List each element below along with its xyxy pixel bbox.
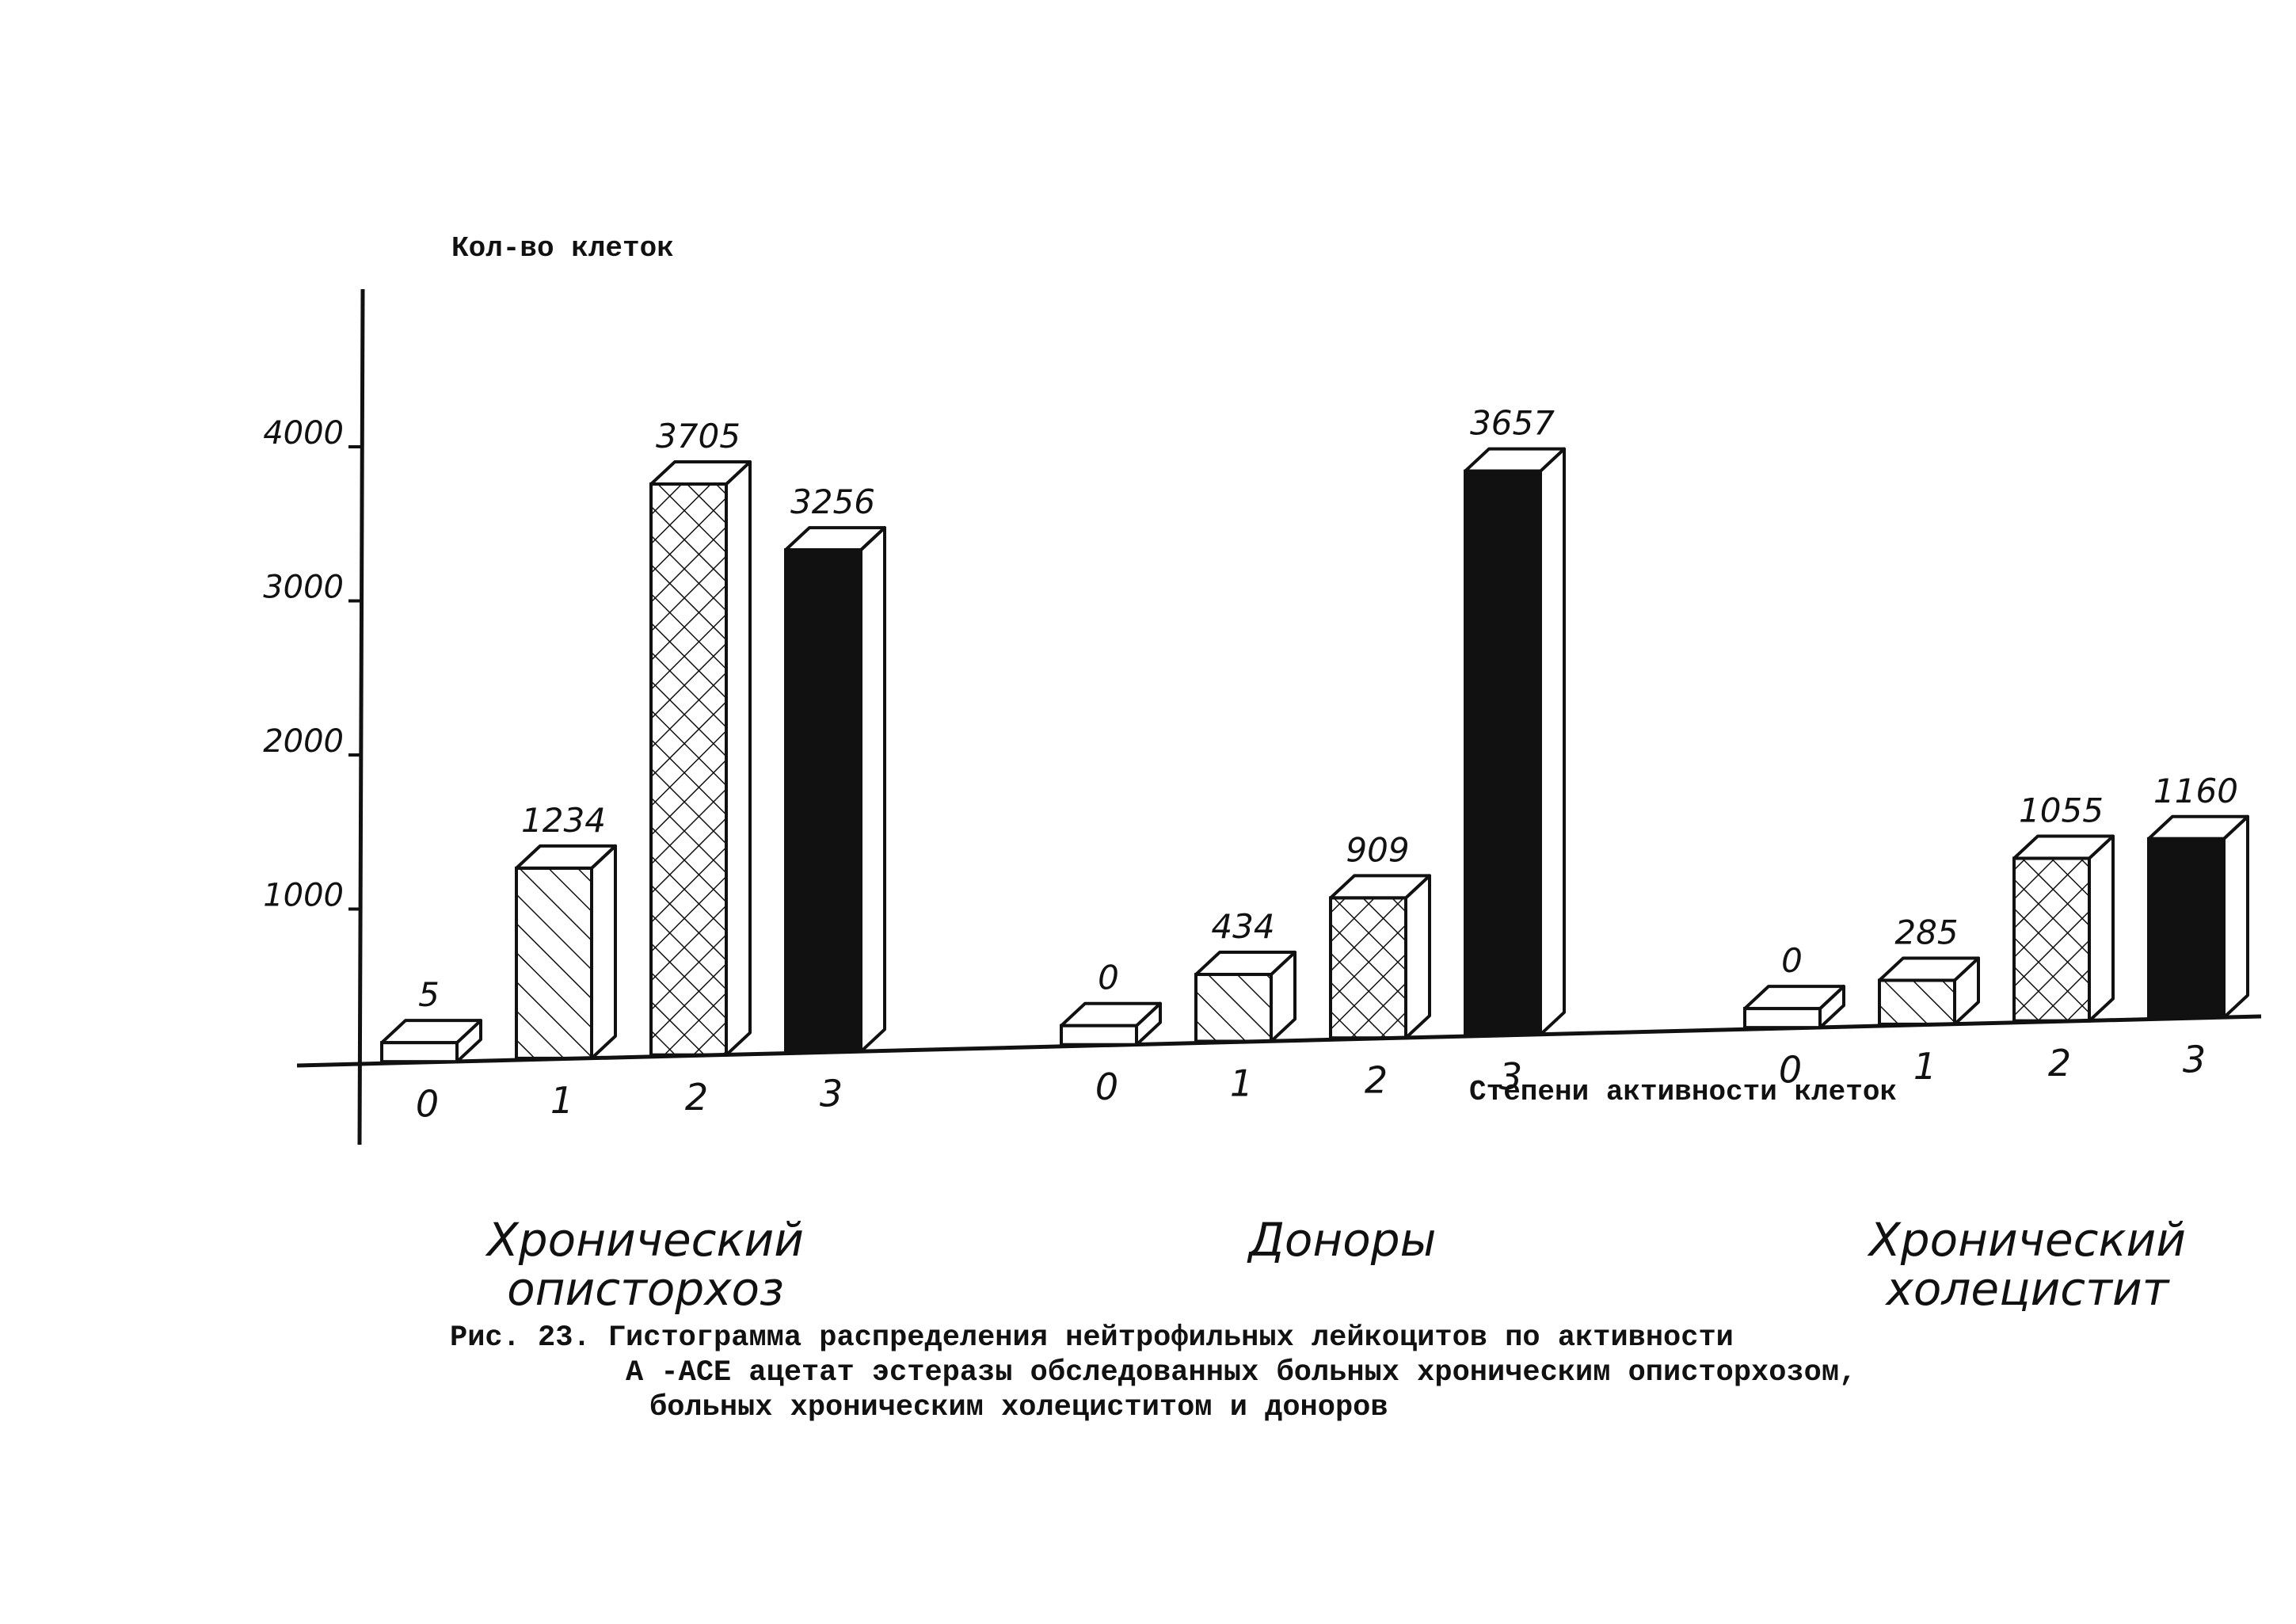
value-labels: 5 1234 3705 3256 0 434 909 3657 0 285 1055 1160 [418,404,2238,1014]
bar-value-label: 434 [1211,907,1274,946]
category-label: 1 [1230,1062,1253,1105]
caption-line-3: больных хроническим холециститом и донор… [649,1391,1388,1424]
category-label: 1 [1913,1045,1936,1088]
bar-value-label: 0 [1781,941,1803,980]
bar [1878,956,1980,1026]
bar-value-label: 285 [1894,913,1958,951]
y-tick-label: 1000 [263,878,344,914]
bar-value-label: 3256 [790,482,875,521]
bar-value-label: 1234 [521,801,606,840]
y-axis-title: Кол-во клеток [451,232,674,265]
bar-side [1404,874,1431,1040]
caption-line-2: А -АСЕ ацетат эстеразы обследованных бол… [626,1356,1857,1390]
category-label: 2 [2048,1042,2071,1085]
category-labels: 0 1 2 3 0 1 2 3 0 1 2 3 [416,1039,2206,1126]
bar-front [515,866,593,1060]
bar [515,844,617,1060]
bar [1743,985,1845,1030]
x-axis-title: Степени активности клеток [1469,1076,1897,1108]
caption-line-1: Рис. 23. Гистограмма распределения нейтр… [450,1321,1734,1355]
bar-value-label: 3705 [656,417,741,456]
bar-front [1743,1007,1822,1030]
category-label: 3 [820,1073,843,1115]
category-label: 0 [1779,1048,1802,1091]
bar-value-label: 0 [1098,959,1119,997]
group-name-label: холецистит [1885,1262,2171,1316]
bar-side [2088,834,2115,1023]
bar-side [725,460,752,1057]
bar [380,1019,482,1064]
bar-front [1464,469,1542,1036]
bar-front [784,548,862,1054]
y-tick-label: 4000 [263,415,344,452]
bar-side [590,844,617,1060]
group-name-label: Хронический [1867,1213,2186,1267]
category-label: 2 [1365,1058,1388,1101]
bar [784,526,886,1054]
category-label: 3 [2183,1039,2206,1081]
bar-value-label: 1160 [2153,772,2238,810]
bar-front [2147,837,2226,1020]
bar-side [1539,447,1566,1036]
y-ticks: 1000 2000 3000 4000 [263,415,361,914]
category-label: 1 [550,1079,573,1122]
category-label: 3 [1499,1055,1522,1098]
bar-front [1329,896,1407,1040]
group-name-label: Хронический [485,1213,804,1267]
bar-front [2012,856,2091,1023]
bar [1060,1001,1162,1046]
bar-side [859,526,886,1054]
bar-value-label: 1055 [2019,791,2104,829]
category-label: 2 [685,1076,708,1119]
bar-front [380,1041,459,1064]
bars [380,447,2249,1064]
y-tick-label: 2000 [263,723,344,760]
category-label: 0 [416,1082,439,1125]
y-axis [357,288,365,1146]
category-label: 0 [1095,1066,1118,1108]
bar-value-label: 3657 [1470,404,1555,443]
group-name-label: описторхоз [507,1262,784,1316]
group-name-label: Доноры [1247,1213,1437,1267]
bar [2012,834,2115,1023]
bar [649,460,752,1057]
bar [1329,874,1431,1040]
bar-front [1194,973,1273,1043]
y-tick-label: 3000 [263,570,344,606]
bar [2147,814,2249,1020]
bar [1194,951,1296,1043]
bar-value-label: 5 [418,975,440,1014]
bar-front [649,482,728,1057]
bar [1464,447,1566,1036]
bar-value-label: 909 [1346,830,1409,869]
bar-front [1878,978,1956,1026]
bar-front [1060,1024,1138,1046]
bar-side [2222,814,2249,1020]
